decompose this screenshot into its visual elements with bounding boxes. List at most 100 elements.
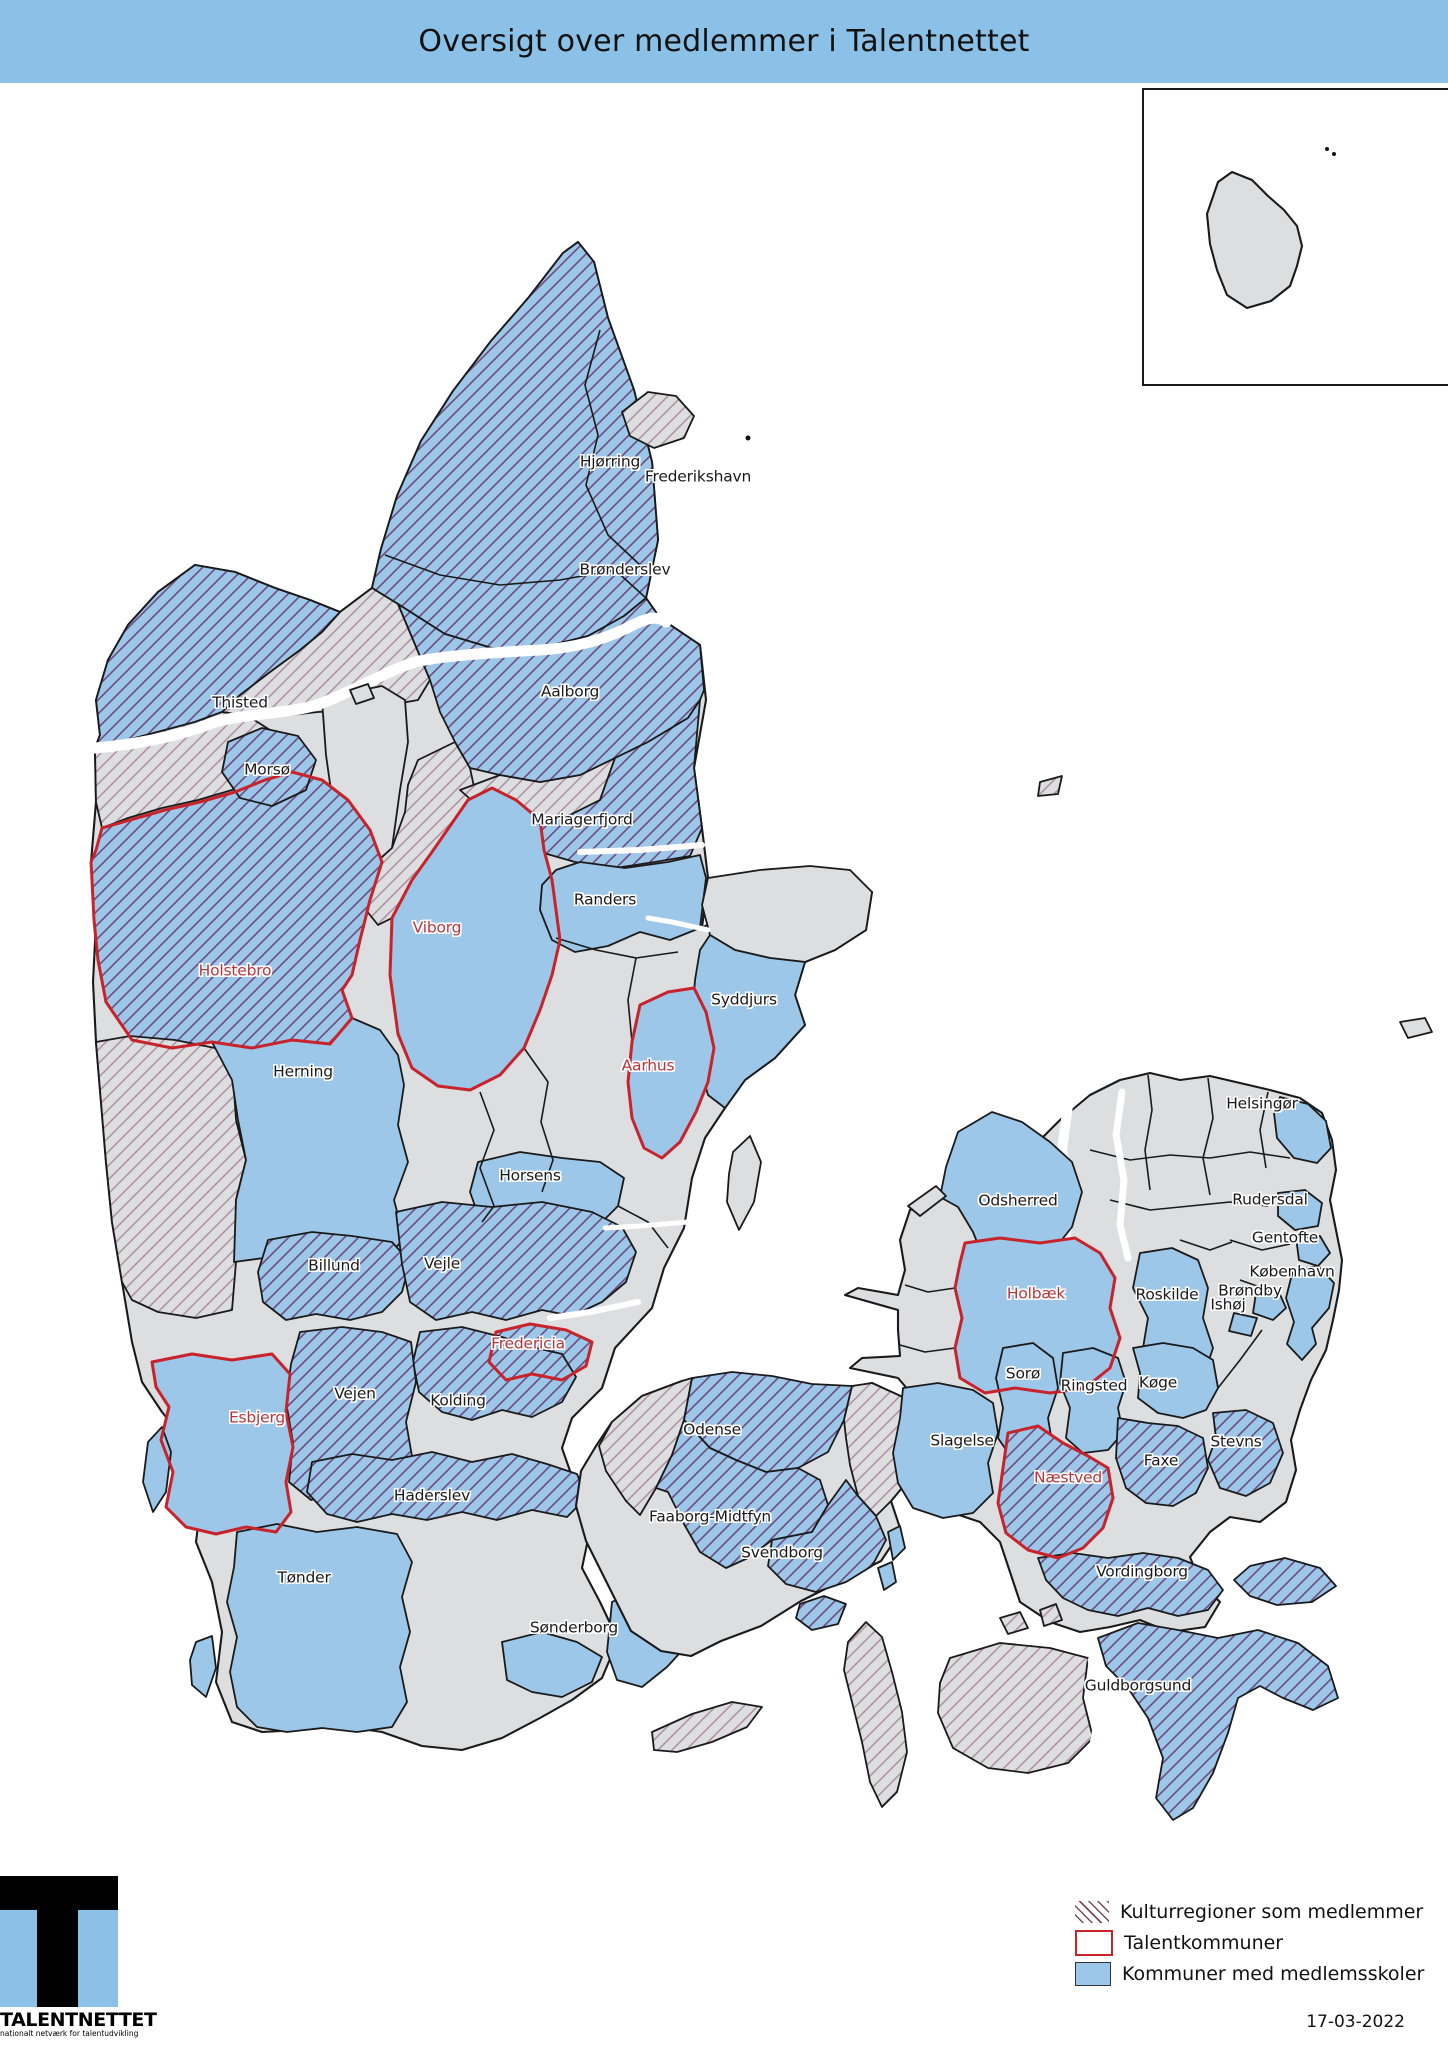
legend-label-medlemsskoler: Kommuner med medlemsskoler — [1122, 1962, 1425, 1985]
logo-t-bar — [0, 1876, 118, 1910]
border-silkeborg-ikast — [479, 1091, 495, 1223]
legend: Kulturregioner som medlemmer Talentkommun… — [1075, 1896, 1424, 1989]
legend-label-kulturregioner: Kulturregioner som medlemmer — [1120, 1900, 1424, 1923]
hirsholmene-islet — [745, 435, 751, 441]
region-femo — [999, 1611, 1029, 1635]
map-label-esbjerg: Esbjerg — [228, 1408, 286, 1427]
map-label-hjørring: Hjørring — [579, 452, 641, 471]
funen — [574, 1371, 928, 1808]
christianso-islet — [1332, 152, 1336, 156]
region-koge — [1132, 1342, 1219, 1419]
talent-border-fredericia — [487, 1322, 594, 1382]
legend-row-kulturregioner: Kulturregioner som medlemmer — [1075, 1896, 1424, 1927]
map-label-helsingør: Helsingør — [1226, 1094, 1298, 1113]
talent-border-holstebro — [89, 770, 384, 1050]
region-sonderborg-mainland — [501, 1631, 603, 1698]
border-hjorring-frederikshavn — [584, 329, 641, 566]
talent-border-naestved — [996, 1424, 1115, 1560]
guldborg-sund-strait — [1087, 1657, 1103, 1748]
region-helsingor — [1273, 1096, 1332, 1164]
map-label-brøndby: Brøndby — [1218, 1281, 1282, 1300]
map-label-aarhus: Aarhus — [621, 1056, 675, 1075]
border-nz-3 — [1259, 1091, 1269, 1169]
map-label-vejle: Vejle — [423, 1254, 461, 1273]
map-label-rudersdal: Rudersdal — [1232, 1190, 1308, 1209]
map-label-aalborg: Aalborg — [540, 682, 600, 701]
region-langeland — [843, 1621, 908, 1808]
region-aero — [651, 1701, 763, 1753]
map-label-holbæk: Holbæk — [1006, 1284, 1066, 1303]
region-slagelse — [892, 1382, 999, 1519]
region-vejle — [395, 1201, 637, 1321]
map-label-københavn: København — [1249, 1262, 1335, 1281]
map-label-sorø: Sorø — [1005, 1364, 1041, 1383]
region-kobenhavn — [1285, 1265, 1335, 1361]
map-label-tønder: Tønder — [277, 1568, 331, 1587]
region-samso — [726, 1135, 762, 1231]
border-nz-6 — [1229, 1239, 1291, 1251]
title-bar: Oversigt over medlemmer i Talentnettet — [0, 0, 1448, 83]
region-stevns — [1207, 1409, 1284, 1497]
map-label-roskilde: Roskilde — [1135, 1285, 1199, 1304]
map-label-slagelse: Slagelse — [930, 1431, 994, 1450]
bornholm-inset — [1142, 88, 1448, 386]
legend-swatch-kulturregioner — [1075, 1900, 1109, 1923]
border-kalundborg-1 — [904, 1284, 956, 1293]
logo-blue-right — [78, 1910, 118, 2007]
map-label-faaborg-midtfyn: Faaborg-Midtfyn — [648, 1507, 772, 1526]
legend-label-talentkommuner: Talentkommuner — [1124, 1931, 1284, 1954]
zealand — [843, 1017, 1433, 1634]
region-brondby — [1252, 1289, 1287, 1321]
map-label-fredericia: Fredericia — [491, 1334, 565, 1353]
region-omo — [877, 1561, 897, 1591]
talent-border-viborg — [388, 786, 562, 1092]
map-label-randers: Randers — [573, 890, 637, 909]
region-tonder — [226, 1523, 413, 1733]
region-taasinge — [795, 1595, 847, 1631]
vejle-fjord — [547, 1299, 641, 1321]
border-hedensted — [617, 1205, 669, 1249]
region-lolland — [937, 1642, 1094, 1774]
region-guldborgsund — [1097, 1622, 1339, 1821]
roskilde-fjord — [1112, 1088, 1132, 1262]
map-label-frederikshavn: Frederikshavn — [644, 467, 752, 486]
region-ringkobing-skjern — [95, 1035, 247, 1319]
region-sejero — [907, 1185, 947, 1217]
region-laeso — [621, 391, 695, 449]
region-billund — [257, 1231, 411, 1321]
map-label-brønderslev: Brønderslev — [579, 560, 671, 579]
border-nz-5 — [1109, 1199, 1269, 1211]
map-label-syddjurs: Syddjurs — [711, 990, 777, 1009]
region-ishoj — [1228, 1312, 1258, 1337]
region-kolding — [412, 1326, 577, 1421]
border-nz-1 — [1144, 1074, 1153, 1191]
map-label-stevns: Stevns — [1210, 1432, 1262, 1451]
border-nz-7 — [1179, 1239, 1233, 1251]
logo-blue-left — [0, 1910, 37, 2007]
region-randers — [539, 854, 707, 953]
border-hjorring-bronderslev — [384, 554, 647, 599]
map-label-vejen: Vejen — [334, 1384, 376, 1403]
map-label-sønderborg: Sønderborg — [529, 1618, 619, 1637]
region-saltholm — [1399, 1017, 1433, 1039]
border-kalundborg-2 — [899, 1344, 956, 1353]
mariager-fjord — [577, 842, 705, 855]
map-label-thisted: Thisted — [212, 693, 268, 712]
region-anholt — [1037, 775, 1063, 797]
region-fur — [349, 683, 375, 705]
region-ringsted — [1059, 1347, 1127, 1454]
region-agerso — [887, 1525, 906, 1561]
map-label-kolding: Kolding — [430, 1391, 486, 1410]
region-gentofte — [1295, 1235, 1331, 1267]
legend-row-medlemsskoler: Kommuner med medlemsskoler — [1075, 1958, 1424, 1989]
region-vendsyssel — [371, 241, 659, 649]
map-label-faxe: Faxe — [1143, 1451, 1179, 1470]
limfjord — [89, 612, 672, 754]
map-label-gentofte: Gentofte — [1251, 1228, 1319, 1247]
map-label-vordingborg: Vordingborg — [1096, 1562, 1188, 1581]
legend-row-talentkommuner: Talentkommuner — [1075, 1927, 1424, 1958]
region-vordingborg — [1037, 1552, 1224, 1617]
christianso-islet — [1325, 147, 1329, 151]
